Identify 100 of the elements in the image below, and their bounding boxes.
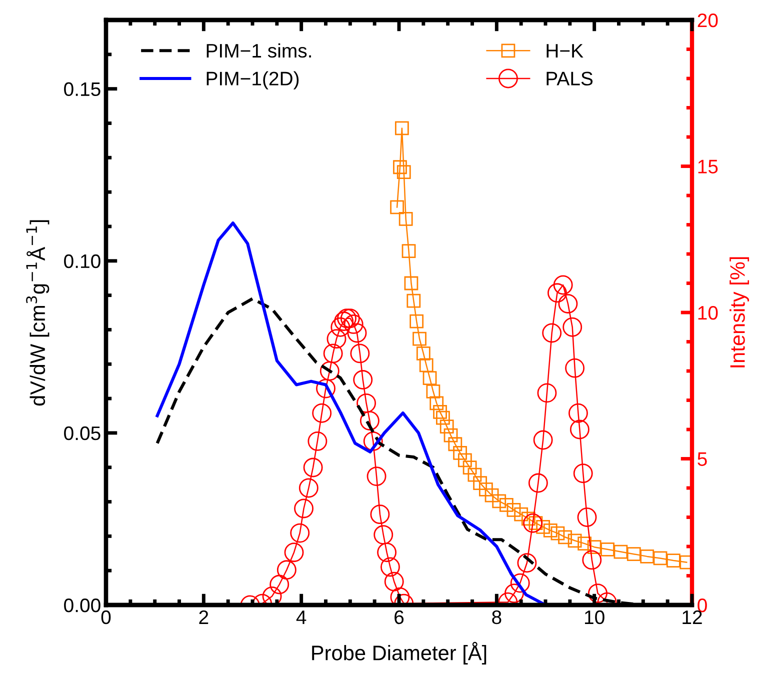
legend-label: PIM−1 sims. xyxy=(206,43,311,58)
point xyxy=(419,358,434,372)
point xyxy=(340,308,360,328)
point xyxy=(366,466,386,486)
point xyxy=(377,542,397,562)
point xyxy=(430,396,444,410)
point xyxy=(600,542,614,556)
point xyxy=(626,547,641,562)
point xyxy=(270,574,290,594)
point xyxy=(353,370,373,390)
point xyxy=(444,428,458,442)
x-tick-label: 8 xyxy=(492,610,502,624)
point xyxy=(396,165,411,180)
y2-tick-label: 20 xyxy=(698,13,718,28)
point xyxy=(402,244,416,258)
point xyxy=(370,504,390,524)
point xyxy=(410,314,424,328)
point xyxy=(536,520,550,534)
point xyxy=(510,573,530,593)
point xyxy=(550,526,565,540)
x-tick-label: 0 xyxy=(101,610,111,624)
line-series xyxy=(156,222,548,605)
y-tick-label: 0.05 xyxy=(64,426,100,440)
point xyxy=(284,542,304,562)
point xyxy=(453,446,467,460)
point xyxy=(558,294,578,314)
point xyxy=(484,488,499,502)
point xyxy=(344,314,364,334)
point xyxy=(412,332,426,346)
point xyxy=(523,513,543,533)
point xyxy=(462,460,477,474)
point xyxy=(537,383,557,403)
point xyxy=(360,411,380,430)
point xyxy=(290,523,310,543)
point xyxy=(553,275,573,295)
point xyxy=(390,200,404,214)
point xyxy=(390,587,410,605)
point xyxy=(393,160,407,174)
legend-label: PIM−1(2D) xyxy=(206,71,299,90)
point xyxy=(517,553,537,573)
point xyxy=(587,540,602,554)
point xyxy=(350,344,370,364)
y2-tick-label: 15 xyxy=(698,160,718,174)
point xyxy=(543,523,558,538)
point xyxy=(316,378,336,398)
point xyxy=(308,431,328,451)
point xyxy=(568,403,588,423)
y-tick-label: 0.10 xyxy=(64,254,100,268)
point xyxy=(478,482,493,496)
point xyxy=(533,430,553,450)
point xyxy=(404,276,418,290)
point xyxy=(320,361,340,381)
point xyxy=(640,550,654,564)
legend-label: H−K xyxy=(546,44,584,58)
y-tick-label: 0.00 xyxy=(64,598,100,612)
point xyxy=(363,431,383,451)
x-tick-label: 6 xyxy=(394,610,404,624)
point xyxy=(582,550,602,570)
point xyxy=(577,508,597,527)
point xyxy=(588,584,608,604)
point xyxy=(573,464,593,484)
point xyxy=(294,498,314,518)
x-tick-label: 4 xyxy=(296,610,306,624)
point xyxy=(334,312,354,331)
point xyxy=(276,560,296,580)
point xyxy=(578,536,592,551)
point xyxy=(614,544,628,559)
y2-tick-label: 10 xyxy=(698,306,718,320)
point xyxy=(384,572,404,592)
y-axis-title: dV/dW [cm$^{3}$g$^{−1}$Å$^{−1}$] xyxy=(26,220,50,406)
point xyxy=(323,344,343,364)
point xyxy=(347,323,367,343)
point xyxy=(326,329,346,349)
point xyxy=(666,554,680,568)
point xyxy=(528,473,548,493)
point xyxy=(514,507,528,522)
point xyxy=(436,410,450,425)
point xyxy=(499,498,514,512)
point xyxy=(570,420,590,440)
y2-axis-title: Intensity [%] xyxy=(730,257,750,368)
point xyxy=(298,478,318,498)
point xyxy=(562,317,582,337)
point xyxy=(473,476,488,490)
x-tick-label: 2 xyxy=(199,610,208,624)
point xyxy=(422,371,437,385)
point xyxy=(356,393,376,413)
y2-tick-label: 5 xyxy=(698,452,707,466)
point xyxy=(380,557,400,577)
x-tick-label: 10 xyxy=(585,610,604,624)
point xyxy=(448,437,462,452)
point xyxy=(458,453,472,468)
point xyxy=(312,403,332,423)
x-axis-title: Probe Diameter [Å] xyxy=(312,642,486,664)
point xyxy=(568,534,582,548)
x-tick-label: 12 xyxy=(682,610,702,624)
point xyxy=(330,317,350,337)
point xyxy=(440,420,454,434)
point xyxy=(565,358,585,378)
point xyxy=(374,525,394,545)
point xyxy=(547,283,567,303)
